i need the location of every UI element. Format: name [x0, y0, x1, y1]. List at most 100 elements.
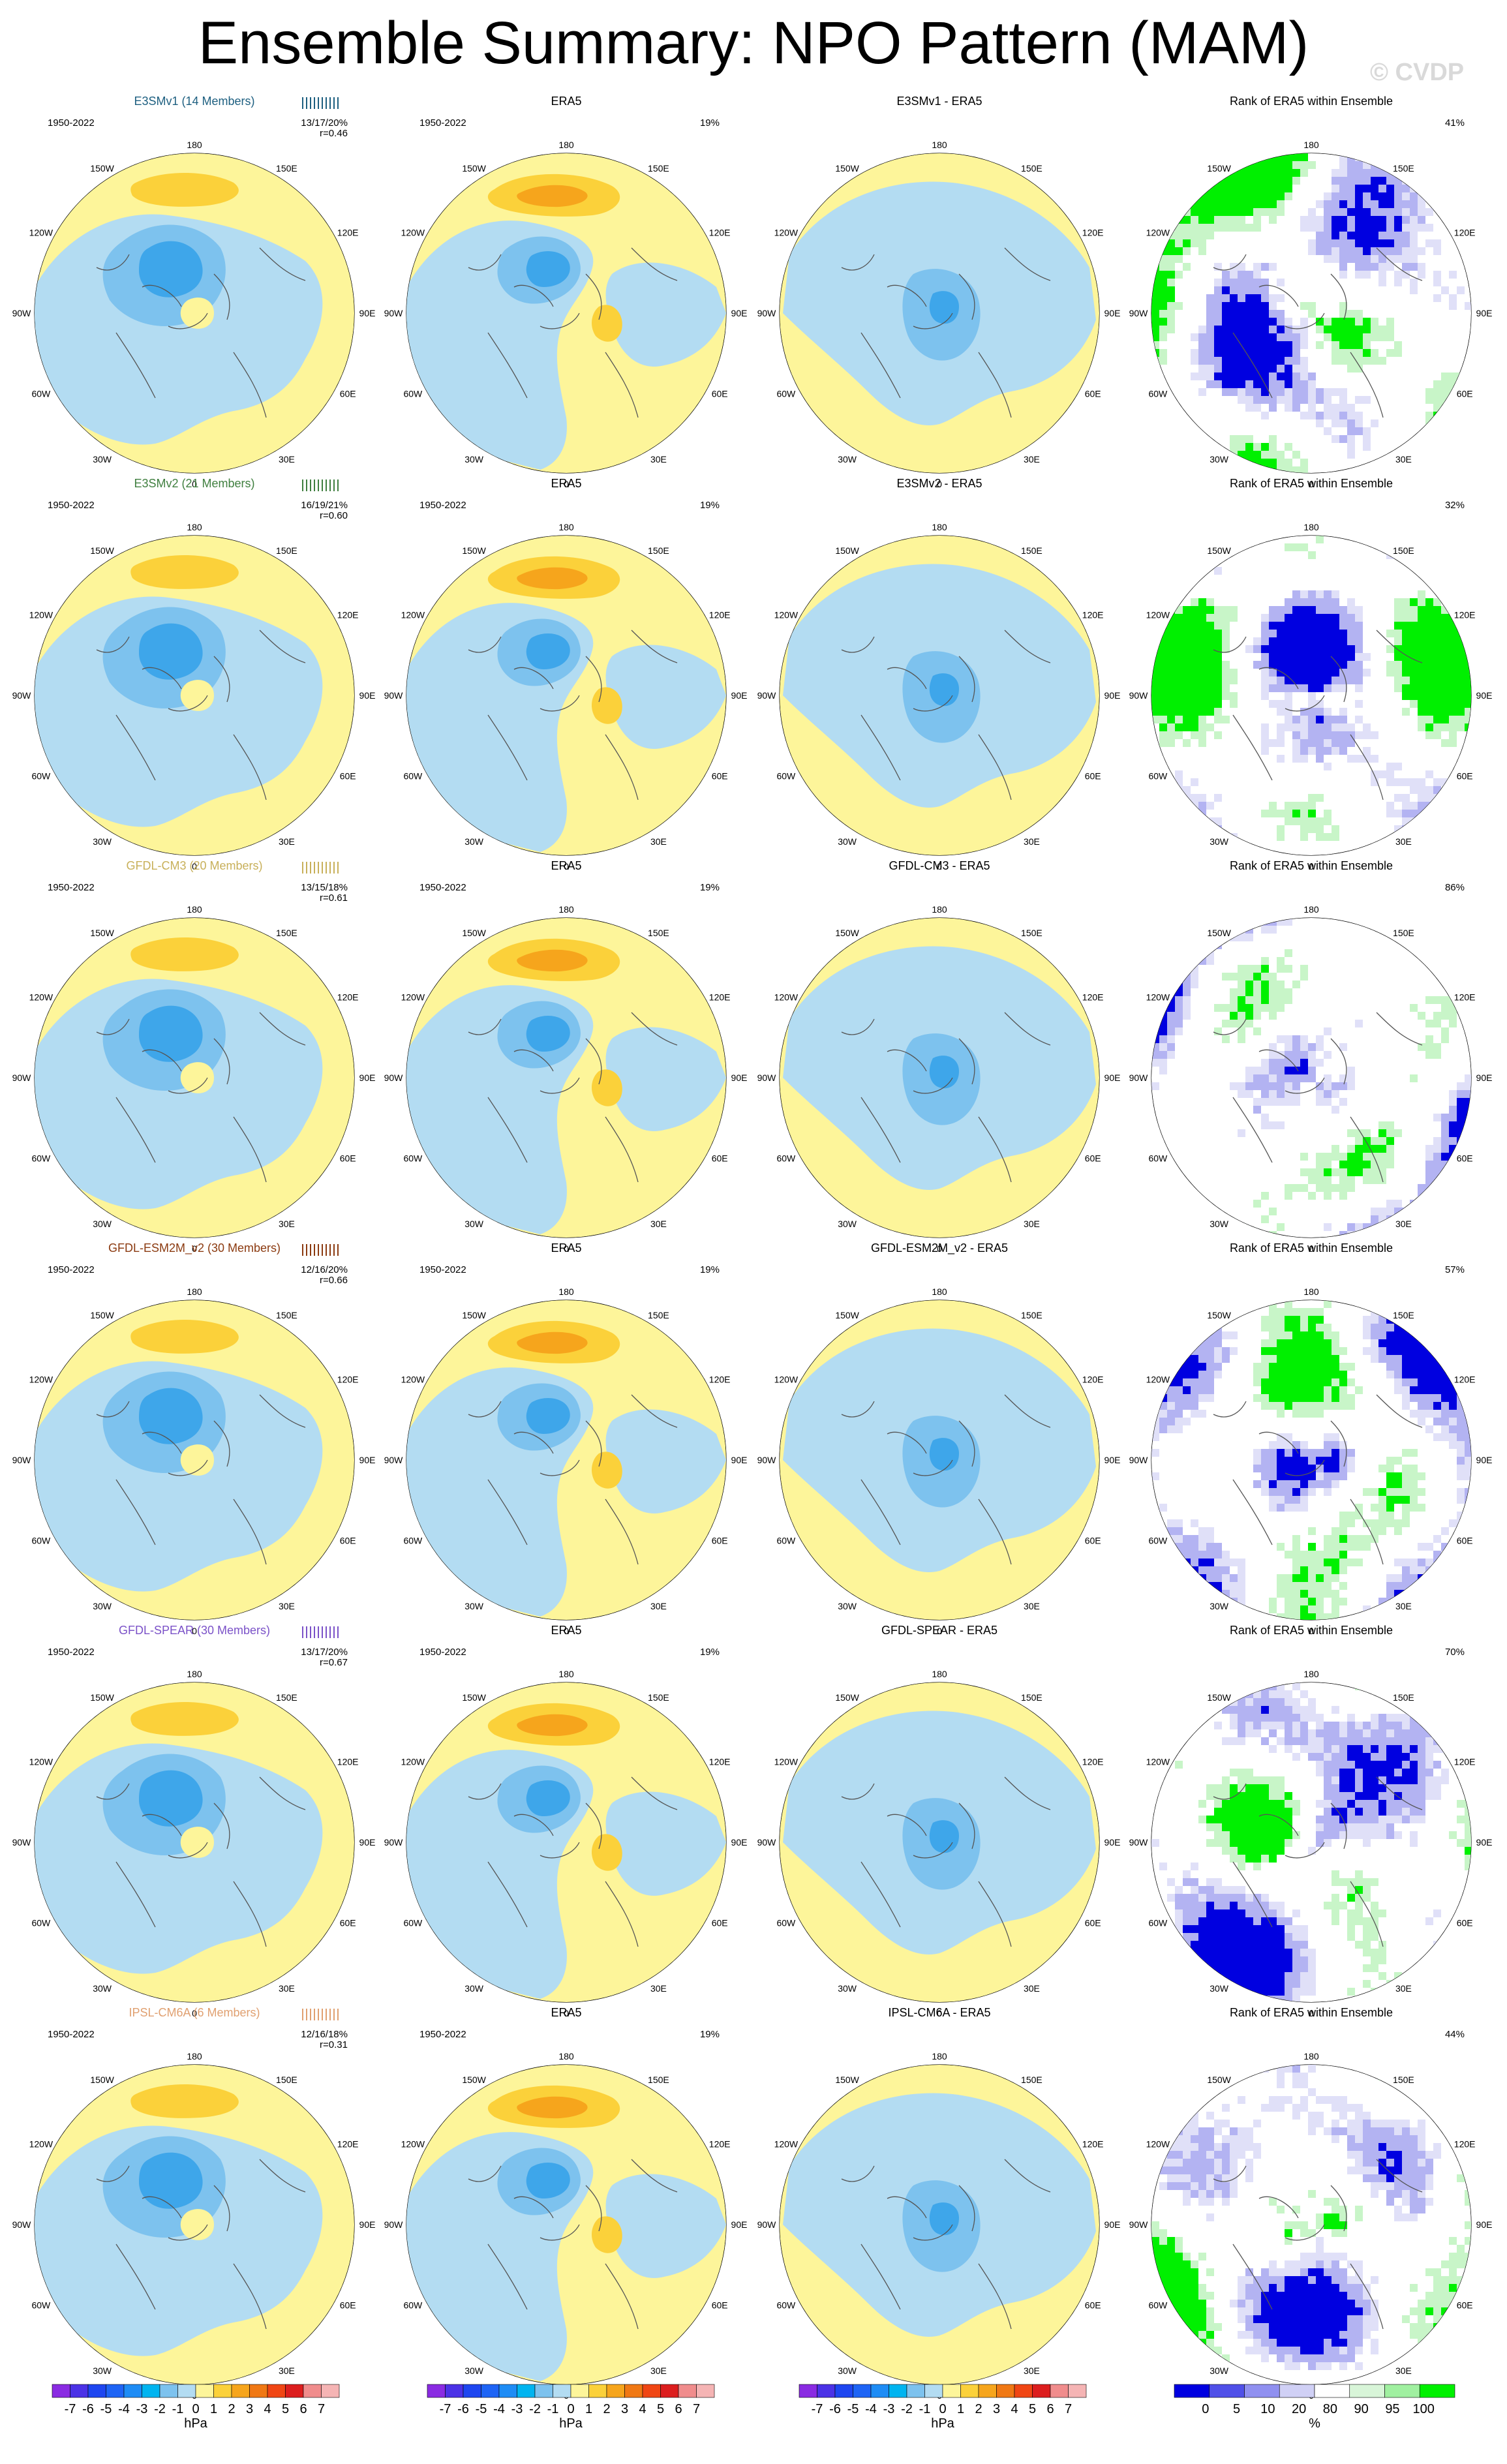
pattern-correlation: r=0.66 — [320, 1275, 348, 1286]
lon-label: 60E — [1457, 771, 1473, 782]
rank-map-field — [1151, 918, 1471, 1238]
colorbar-swatch — [213, 2384, 232, 2398]
diff-map-panel: 180 150W 150E 120W 120E 90W 90E 60W 60E 30W 30E 0 — [757, 904, 1121, 1254]
colorbar-swatch — [1068, 2384, 1087, 2398]
member-tick — [326, 1626, 327, 1638]
lon-label: 120W — [29, 1375, 53, 1385]
colorbar-swatch — [588, 2384, 607, 2398]
member-tick — [322, 2009, 323, 2020]
lon-label: 30E — [279, 1219, 295, 1229]
colorbar-swatch — [517, 2384, 536, 2398]
lon-label: 120E — [1454, 1375, 1476, 1385]
era5-pct-variance: 19% — [700, 500, 720, 511]
colorbar-swatch — [1279, 2384, 1315, 2398]
colorbar-swatch — [660, 2384, 679, 2398]
model-title: GFDL-SPEAR (30 Members) — [119, 1624, 270, 1637]
lon-label: 60E — [340, 2300, 356, 2311]
lon-label: 120W — [1146, 610, 1170, 620]
lon-label: 30E — [1395, 836, 1412, 847]
lon-label: 60E — [712, 1536, 728, 1546]
lon-label: 150W — [1207, 163, 1231, 174]
lon-label: 30E — [650, 454, 667, 464]
colorbar-tick: -1 — [172, 2402, 184, 2416]
cvdp-watermark: © CVDP — [1370, 59, 1465, 86]
rank-title: Rank of ERA5 within Ensemble — [1230, 1624, 1393, 1637]
colorbar-tick: 4 — [264, 2402, 271, 2416]
lon-label: 90E — [359, 1072, 376, 1083]
rank-map-field — [1151, 1682, 1471, 2002]
colorbar-swatch — [303, 2384, 322, 2398]
pct-variance-stats: 13/17/20% — [301, 117, 348, 129]
lon-label: 180 — [558, 904, 574, 915]
rank-map-field — [1151, 1300, 1471, 1620]
era5-pct-variance: 19% — [700, 1647, 720, 1658]
colorbar-tick: 5 — [1233, 2402, 1240, 2416]
model-title: E3SMv2 (21 Members) — [134, 477, 254, 490]
lon-label: 90W — [12, 690, 32, 701]
colorbar-swatch — [498, 2384, 517, 2398]
lon-label: 60E — [1085, 389, 1101, 399]
colorbar-swatch — [1209, 2384, 1245, 2398]
colorbar-tick: -4 — [865, 2402, 877, 2416]
colorbar-swatch — [1314, 2384, 1350, 2398]
lon-label: 0 — [937, 1243, 942, 1254]
colorbar-unit: hPa — [931, 2416, 954, 2431]
lon-label: 60W — [1148, 1918, 1168, 1928]
member-tick — [314, 1626, 315, 1638]
member-tick — [337, 862, 339, 874]
colorbar-hpa-2: -7 -6 -5 -4 -3 -2 -1 0 1 2 3 4 5 6 7 hPa — [427, 2384, 715, 2431]
lon-label: 30W — [93, 836, 112, 847]
rank-map-field — [1151, 536, 1471, 855]
lon-label: 90E — [731, 1837, 748, 1848]
lon-label: 60W — [1148, 1536, 1168, 1546]
member-tick — [326, 479, 327, 491]
colorbar-tick: -4 — [493, 2402, 505, 2416]
full-map-field — [35, 1682, 354, 2002]
colorbar-swatch — [1244, 2384, 1280, 2398]
lon-label: 60W — [776, 771, 796, 782]
lon-label: 60E — [340, 771, 356, 782]
colorbar-tick: -5 — [100, 2402, 112, 2416]
member-tick — [326, 862, 327, 874]
lon-label: 30W — [464, 454, 484, 464]
colorbar-tick: -6 — [829, 2402, 841, 2416]
colorbar-tick: 4 — [1011, 2402, 1018, 2416]
full-map-field — [35, 1300, 354, 1620]
model-title: GFDL-ESM2M_v2 (30 Members) — [108, 1241, 281, 1255]
lon-label: 120W — [401, 992, 425, 1003]
lon-label: 150E — [276, 1310, 297, 1320]
lon-label: 60E — [340, 1918, 356, 1928]
lon-label: 90E — [1104, 1837, 1121, 1848]
lon-label: 90E — [731, 1072, 748, 1083]
colorbar-tick: 7 — [1065, 2402, 1072, 2416]
member-tick — [333, 1626, 335, 1638]
lon-label: 30E — [279, 2365, 295, 2376]
colorbar-tick: 3 — [621, 2402, 628, 2416]
lon-label: 150E — [648, 163, 669, 174]
lon-label: 180 — [558, 1669, 574, 1679]
rank-pct: 57% — [1445, 1264, 1465, 1275]
rank-map-field — [1151, 153, 1471, 473]
pct-variance-stats: 16/19/21% — [301, 500, 348, 511]
lon-label: 90E — [1476, 690, 1493, 701]
lon-label: 60E — [1085, 1536, 1101, 1546]
lon-label: 180 — [558, 140, 574, 150]
colorbar-tick: -7 — [440, 2402, 451, 2416]
colorbar-tick: 90 — [1354, 2402, 1369, 2416]
colorbar-swatch — [106, 2384, 125, 2398]
lon-label: 0 — [1309, 479, 1314, 489]
lon-label: 30E — [650, 1983, 667, 1994]
lon-label: 150E — [1393, 1692, 1414, 1703]
lon-label: 120W — [774, 992, 799, 1003]
lon-label: 90W — [384, 1072, 404, 1083]
lon-label: 150E — [1393, 2075, 1414, 2085]
colorbar-hpa-1: -7 -6 -5 -4 -3 -2 -1 0 1 2 3 4 5 6 7 hPa — [52, 2384, 340, 2431]
member-tick — [326, 1244, 327, 1256]
lon-label: 90E — [1476, 1455, 1493, 1465]
colorbar-swatch — [481, 2384, 500, 2398]
colorbar-swatch — [696, 2384, 715, 2398]
period-label: 1950-2022 — [419, 2029, 466, 2040]
lon-label: 30E — [650, 836, 667, 847]
member-tick — [329, 1626, 331, 1638]
lon-label: 120E — [337, 1757, 359, 1767]
